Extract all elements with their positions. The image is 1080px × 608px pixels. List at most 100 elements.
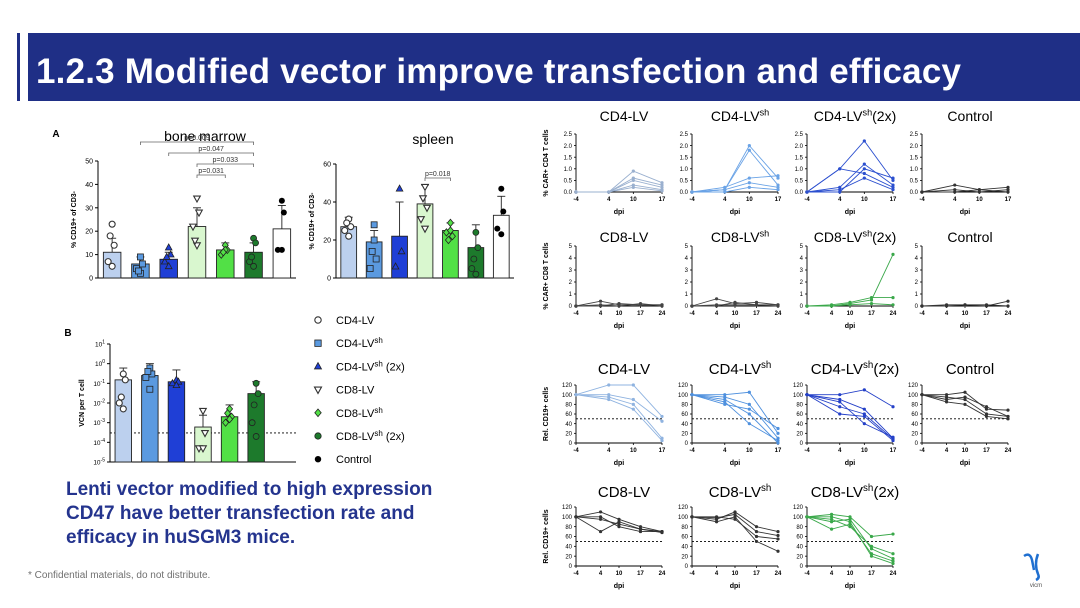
rel-cd19-cd4-series-line — [806, 394, 894, 438]
car-cd4-ytick-label: 0.5 — [795, 179, 804, 185]
car-cd8-series-point — [574, 304, 578, 308]
legend-marker — [314, 316, 322, 324]
rel-cd19-cd8-series-point — [733, 512, 737, 516]
car-cd4-ytick-label: 0.0 — [910, 190, 919, 196]
rel-cd19-cd4-series-point — [984, 405, 989, 409]
car-cd8-series-point — [660, 303, 664, 307]
car-cd8-xtick-label: 10 — [847, 311, 854, 317]
rel-cd19-cd8-ytick-label: 40 — [681, 545, 688, 551]
rel-cd19-cd4-series-point — [776, 438, 780, 443]
car-cd4-series-point — [660, 183, 664, 187]
car-cd4-panel-title: CD4-LVsh(2x) — [814, 107, 897, 124]
car-cd8-xtick-label: 4 — [715, 311, 719, 317]
car-cd8-xtick-label: -4 — [689, 311, 695, 317]
rel-cd19-cd8-series-point — [776, 549, 780, 553]
bone-marrow-ytick-label: 20 — [85, 229, 93, 236]
rel-cd19-cd4-ytick-label: 0 — [685, 441, 689, 447]
rel-cd19-cd4-series-point — [660, 414, 664, 419]
car-cd4-xtick-label: 17 — [659, 197, 666, 203]
legend-marker — [314, 408, 322, 418]
rel-cd19-cd4-ytick-label: 20 — [796, 432, 803, 438]
car-cd4-series-point — [631, 169, 635, 173]
logo-text: vicm — [1030, 583, 1042, 588]
car-cd4-ytick-label: 2.0 — [795, 144, 804, 150]
car-cd4-xtick-label: 4 — [838, 197, 842, 203]
bone-marrow-point — [190, 237, 200, 246]
car-cd8-ytick-label: 5 — [915, 244, 919, 250]
rel-cd19-cd4-series-point — [747, 407, 751, 411]
car-cd4-ytick-label: 2.5 — [564, 132, 573, 138]
car-cd4-series-point — [838, 185, 842, 189]
rel-cd19-cd4-series-point — [862, 412, 866, 416]
vcn-point — [146, 385, 154, 393]
bone-marrow-point — [108, 262, 116, 270]
car-cd4-panel-title: CD4-LV — [600, 108, 649, 124]
car-cd8-ytick-label: 4 — [569, 256, 573, 262]
car-cd4-series-line — [576, 186, 663, 193]
car-cd8-xtick-label: -4 — [804, 311, 810, 317]
vcn-point — [252, 433, 260, 440]
car-cd4-series-point — [776, 188, 780, 192]
rel-cd19-cd4-series-point — [723, 400, 727, 404]
bone-marrow-annotation-text: p=0.009 — [184, 135, 210, 142]
rel-cd19-cd4-series-point — [1006, 414, 1010, 419]
rel-cd19-cd4-ytick-label: 80 — [911, 403, 918, 409]
rel-cd19-cd8-series-point — [617, 520, 621, 524]
spleen-point — [500, 208, 507, 215]
car-cd4-series-line — [691, 175, 779, 193]
rel-cd19-cd8-xtick-label: 17 — [637, 571, 644, 577]
car-cd8-series-point — [869, 298, 874, 302]
legend-label: Control — [336, 454, 371, 466]
bone-marrow-point — [110, 241, 118, 249]
rel-cd19-cd4-ytick-label: 80 — [681, 403, 688, 409]
car-cd8-xlabel: dpi — [730, 323, 741, 330]
car-cd4-series-line — [922, 189, 1009, 193]
rel-cd19-cd4-xlabel: dpi — [960, 460, 971, 467]
rel-cd19-cd8-xtick-label: 10 — [732, 571, 739, 577]
car-cd8-series-point — [598, 304, 603, 308]
rel-cd19-cd8-ytick-label: 80 — [681, 525, 688, 531]
vcn-ytick-label: 10-4 — [93, 438, 105, 447]
car-cd4-xtick-label: 10 — [746, 197, 753, 203]
bone-marrow-annotation-bracket — [196, 174, 226, 178]
footnote: * Confidential materials, do not distrib… — [28, 570, 211, 581]
spleen-point — [446, 218, 454, 228]
rel-cd19-cd8-series-point — [598, 510, 603, 514]
vcn-point — [119, 370, 127, 378]
rel-cd19-cd4-xtick-label: 4 — [723, 448, 727, 454]
car-cd4-series-point — [838, 190, 842, 194]
spleen-point — [468, 265, 476, 272]
rel-cd19-cd4-xtick-label: 17 — [659, 448, 666, 454]
rel-cd19-cd4-series-point — [660, 436, 664, 440]
car-cd4-ytick-label: 1.5 — [680, 155, 689, 161]
spleen-point — [498, 185, 505, 192]
car-cd8-xtick-label: 24 — [659, 311, 666, 317]
legend-marker — [314, 339, 322, 347]
rel-cd19-cd8-series-point — [869, 547, 874, 551]
rel-cd19-cd8-series-point — [848, 520, 852, 524]
rel-cd19-cd4-ytick-label: 100 — [908, 393, 919, 399]
rel-cd19-cd8-ytick-label: 0 — [569, 564, 573, 570]
car-cd8-panel-title: CD8-LV — [600, 229, 649, 245]
rel-cd19-cd8-series-point — [598, 529, 603, 534]
vcn-point — [168, 378, 177, 387]
car-cd4-series-point — [660, 181, 664, 185]
car-cd4-series-point — [862, 139, 866, 143]
bone-marrow-point — [166, 250, 175, 258]
spleen-annotation-text: p=0.018 — [425, 171, 451, 178]
rel-cd19-cd4-ytick-label: 60 — [796, 412, 803, 418]
rel-cd19-cd8-xtick-label: 4 — [830, 571, 834, 577]
spleen-point — [366, 265, 374, 272]
spleen-point — [422, 204, 432, 213]
car-cd8-ytick-label: 2 — [685, 280, 689, 286]
rel-cd19-cd4-ytick-label: 40 — [681, 422, 688, 428]
vcn-point — [200, 429, 210, 438]
rel-cd19-cd4-xlabel: dpi — [614, 460, 625, 467]
spleen-point — [472, 228, 480, 236]
car-cd8-ytick-label: 0 — [569, 304, 573, 310]
rel-cd19-cd4-series-point — [631, 402, 635, 406]
rel-cd19-cd8-series-point — [829, 520, 834, 524]
rel-cd19-cd8-series-point — [617, 522, 621, 526]
car-cd4-xlabel: dpi — [730, 209, 741, 216]
rel-cd19-cd8-series-point — [829, 517, 834, 521]
